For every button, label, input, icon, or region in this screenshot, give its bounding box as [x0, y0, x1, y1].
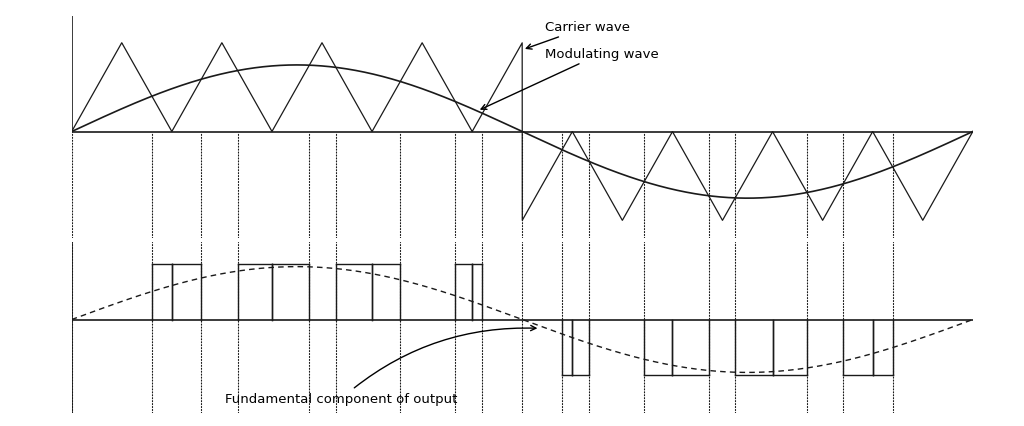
Text: Fundamental component of output: Fundamental component of output: [225, 325, 536, 406]
Text: Modulating wave: Modulating wave: [481, 48, 658, 110]
Text: Carrier wave: Carrier wave: [526, 21, 630, 50]
